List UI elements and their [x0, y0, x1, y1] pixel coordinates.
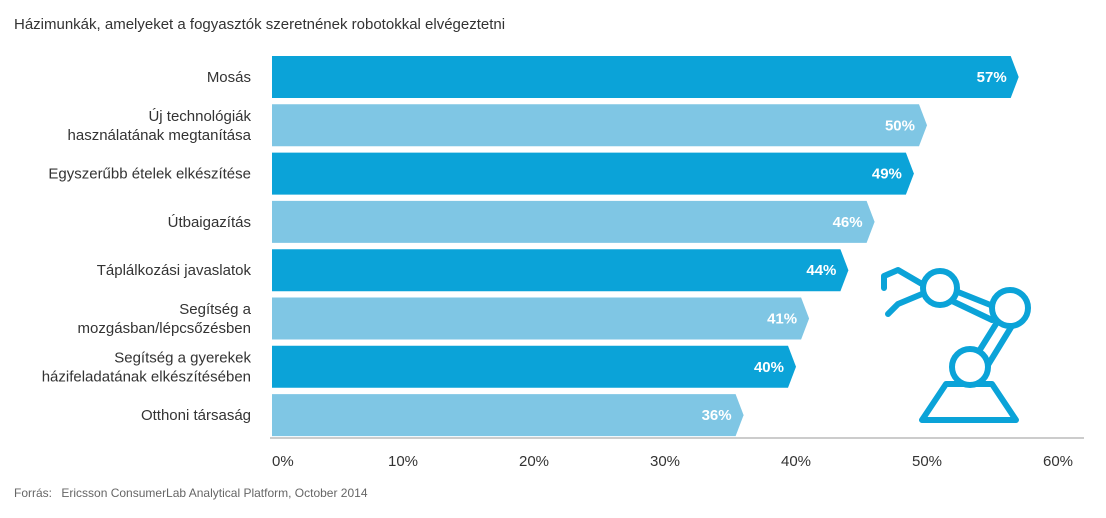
- bar: [272, 152, 914, 195]
- bar-value-label: 40%: [754, 359, 784, 376]
- source-label: Forrás:: [14, 486, 53, 500]
- robot-arm-icon: [881, 267, 1031, 423]
- category-label: Új technológiák használatának megtanítása: [68, 108, 252, 144]
- bar: [272, 297, 810, 340]
- source-text: Ericsson ConsumerLab Analytical Platform…: [61, 486, 368, 500]
- bar-value-label: 50%: [885, 117, 915, 134]
- category-label: Otthoni társaság: [141, 407, 251, 424]
- bars-group: 57% 50% 49% 46% 44% 41% 40% 36%: [272, 56, 1019, 437]
- bar: [272, 394, 744, 437]
- bar: [272, 56, 1019, 98]
- category-label: Egyszerűbb ételek elkészítése: [48, 166, 251, 183]
- bar-value-label: 41%: [767, 311, 797, 328]
- x-tick-label: 0%: [272, 453, 294, 470]
- x-tick-label: 10%: [388, 453, 418, 470]
- category-label: Segítség a gyerekek házifeladatának elkés…: [42, 349, 252, 385]
- bar-value-label: 46%: [833, 214, 863, 231]
- bar: [272, 104, 927, 147]
- bar-value-label: 57%: [977, 69, 1007, 86]
- chart-title: Házimunkák, amelyeket a fogyasztók szere…: [14, 16, 506, 33]
- x-tick-label: 40%: [781, 453, 811, 470]
- category-label: Mosás: [207, 69, 251, 86]
- bar-value-label: 44%: [806, 262, 836, 279]
- x-tick-label: 60%: [1043, 453, 1073, 470]
- x-tick-label: 20%: [519, 453, 549, 470]
- category-labels-group: Mosás Új technológiák használatának megtan…: [42, 69, 252, 424]
- x-tick-label: 50%: [912, 453, 942, 470]
- category-label: Segítség a mozgásban/lépcsőzésben: [78, 301, 252, 337]
- source-note: Forrás: Ericsson ConsumerLab Analytical …: [14, 486, 368, 500]
- bar-value-label: 36%: [702, 407, 732, 424]
- bar: [272, 200, 875, 243]
- x-tick-label: 30%: [650, 453, 680, 470]
- bar: [272, 345, 796, 388]
- category-label: Táplálkozási javaslatok: [97, 262, 252, 279]
- bar: [272, 249, 849, 292]
- bar-value-label: 49%: [872, 166, 902, 183]
- category-label: Útbaigazítás: [168, 214, 251, 231]
- x-ticks-group: 0% 10% 20% 30% 40% 50% 60%: [272, 453, 1073, 470]
